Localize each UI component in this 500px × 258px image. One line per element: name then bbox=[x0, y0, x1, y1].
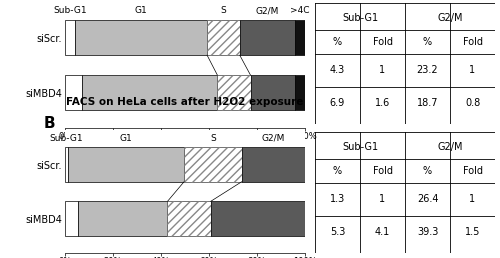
Bar bbox=[296, 20, 305, 55]
Bar bbox=[218, 75, 250, 110]
Text: 1.6: 1.6 bbox=[375, 98, 390, 108]
Text: 6.9: 6.9 bbox=[330, 98, 345, 108]
Bar bbox=[250, 75, 296, 110]
Bar bbox=[68, 148, 184, 182]
Bar bbox=[65, 20, 76, 55]
Text: 39.3: 39.3 bbox=[417, 227, 438, 237]
Text: Fold: Fold bbox=[462, 166, 482, 176]
Text: 1: 1 bbox=[380, 66, 386, 76]
Text: 1: 1 bbox=[380, 195, 386, 205]
Text: Fold: Fold bbox=[372, 166, 392, 176]
Bar bbox=[78, 201, 168, 236]
Text: 23.2: 23.2 bbox=[416, 66, 438, 76]
Text: S: S bbox=[220, 6, 226, 15]
Text: %: % bbox=[423, 166, 432, 176]
Text: %: % bbox=[333, 166, 342, 176]
Text: A: A bbox=[44, 0, 55, 3]
Text: 1: 1 bbox=[470, 66, 476, 76]
Text: 0.8: 0.8 bbox=[465, 98, 480, 108]
Text: G2/M: G2/M bbox=[262, 134, 285, 142]
Text: 1.5: 1.5 bbox=[465, 227, 480, 237]
Bar bbox=[168, 201, 210, 236]
Bar bbox=[184, 148, 242, 182]
Text: 18.7: 18.7 bbox=[417, 98, 438, 108]
Bar bbox=[242, 148, 305, 182]
Text: G1: G1 bbox=[120, 134, 132, 142]
Text: 1: 1 bbox=[470, 195, 476, 205]
Text: G2/M: G2/M bbox=[437, 13, 463, 23]
Text: >4C: >4C bbox=[290, 6, 310, 15]
Text: Sub-G1: Sub-G1 bbox=[50, 134, 84, 142]
Bar bbox=[65, 148, 68, 182]
Bar bbox=[296, 75, 305, 110]
Bar bbox=[168, 201, 210, 236]
Bar bbox=[218, 75, 250, 110]
Text: %: % bbox=[333, 37, 342, 47]
Bar bbox=[65, 201, 78, 236]
Bar bbox=[65, 75, 82, 110]
Text: S: S bbox=[210, 134, 216, 142]
Bar bbox=[240, 20, 296, 55]
Text: G2/M: G2/M bbox=[437, 142, 463, 152]
Text: Sub-G1: Sub-G1 bbox=[342, 13, 378, 23]
Text: 4.3: 4.3 bbox=[330, 66, 345, 76]
Text: G1: G1 bbox=[135, 6, 147, 15]
Text: Fold: Fold bbox=[462, 37, 482, 47]
Bar bbox=[184, 148, 242, 182]
Text: 1.3: 1.3 bbox=[330, 195, 345, 205]
Text: Sub-G1: Sub-G1 bbox=[342, 142, 378, 152]
Text: %: % bbox=[423, 37, 432, 47]
Text: G2/M: G2/M bbox=[256, 6, 279, 15]
Text: Fold: Fold bbox=[372, 37, 392, 47]
Text: B: B bbox=[44, 116, 55, 131]
Text: 5.3: 5.3 bbox=[330, 227, 345, 237]
Bar bbox=[207, 20, 240, 55]
Bar bbox=[82, 75, 218, 110]
Text: 4.1: 4.1 bbox=[375, 227, 390, 237]
Bar bbox=[76, 20, 207, 55]
Title: FACS on HeLa cells after H2O2 exposure: FACS on HeLa cells after H2O2 exposure bbox=[66, 97, 304, 107]
Bar bbox=[207, 20, 240, 55]
Text: Sub-G1: Sub-G1 bbox=[54, 6, 87, 15]
Bar bbox=[210, 201, 305, 236]
Text: 26.4: 26.4 bbox=[417, 195, 438, 205]
